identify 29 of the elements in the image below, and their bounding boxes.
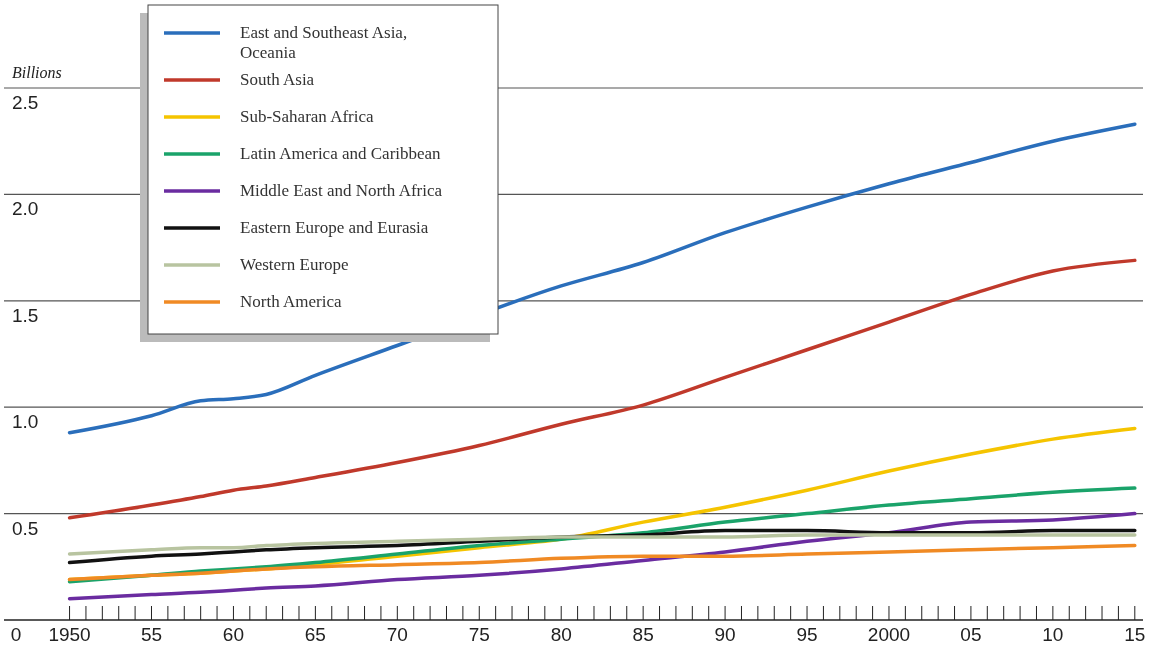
x-tick-label: 15 xyxy=(1124,624,1146,645)
y-tick-label: 2.5 xyxy=(12,92,39,113)
x-tick-label: 05 xyxy=(960,624,982,645)
legend-label: Latin America and Caribbean xyxy=(240,144,442,163)
legend-label: East and Southeast Asia, Oceania xyxy=(240,23,408,62)
legend-label: Eastern Europe and Eurasia xyxy=(240,218,429,237)
x-tick-label: 90 xyxy=(714,624,736,645)
x-tick-label: 2000 xyxy=(867,624,911,645)
x-tick-label: 10 xyxy=(1042,624,1064,645)
y-tick-label: 1.5 xyxy=(12,304,39,326)
x-tick-label: 60 xyxy=(222,624,245,645)
legend-label: Sub-Saharan Africa xyxy=(240,107,375,126)
legend-label: South Asia xyxy=(240,70,315,89)
x-tick-label: 95 xyxy=(796,624,818,645)
y-tick-label: 0.5 xyxy=(12,517,39,539)
x-tick-label: 75 xyxy=(468,624,490,645)
x-tick-label: 65 xyxy=(304,624,326,645)
legend-label: Western Europe xyxy=(240,255,349,274)
y-tick-label: 2.0 xyxy=(12,198,39,220)
x-tick-label: 70 xyxy=(386,624,408,645)
legend-label: Middle East and North Africa xyxy=(240,181,443,200)
legend-label: North America xyxy=(240,292,342,311)
x-tick-label: 85 xyxy=(632,624,654,645)
y-tick-label: 0 xyxy=(10,624,22,645)
y-tick-label: 1.0 xyxy=(12,411,39,433)
x-tick-label: 1950 xyxy=(48,624,91,645)
x-tick-label: 80 xyxy=(550,624,572,645)
y-axis-title: Billions xyxy=(12,64,62,81)
x-tick-label: 55 xyxy=(140,624,163,645)
